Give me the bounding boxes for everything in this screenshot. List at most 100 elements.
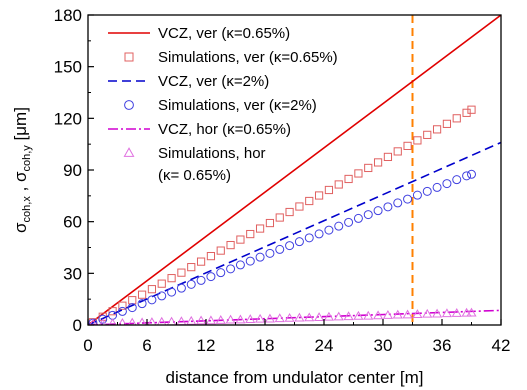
data-point-square	[128, 296, 137, 305]
legend-label: VCZ, ver (κ=2%)	[158, 73, 269, 90]
data-point-circle	[383, 202, 393, 212]
data-point-circle	[255, 252, 265, 262]
data-point-square	[177, 268, 186, 277]
data-point-triangle	[314, 312, 325, 321]
data-point-triangle	[274, 313, 285, 323]
data-point-square	[383, 152, 393, 162]
data-point-square	[118, 301, 127, 310]
data-point-square	[413, 136, 422, 145]
data-point-triangle	[89, 318, 97, 325]
data-point-square	[373, 158, 383, 167]
series-line-2	[88, 141, 501, 325]
y-tick-label: 180	[54, 6, 82, 25]
data-point-circle	[206, 272, 216, 282]
data-point-triangle	[284, 312, 295, 322]
data-point-square	[314, 191, 324, 200]
data-point-square	[206, 252, 216, 261]
data-point-circle	[216, 268, 226, 278]
x-tick-label: 24	[315, 336, 334, 355]
y-axis-title-sep: ,	[11, 182, 30, 196]
data-point-triangle	[205, 315, 216, 325]
data-point-triangle	[99, 318, 107, 325]
data-point-circle	[275, 244, 285, 254]
data-point-triangle	[137, 317, 147, 325]
legend-swatch-marker	[124, 100, 134, 110]
legend-label: VCZ, ver (κ=0.65%)	[158, 25, 290, 42]
x-tick-label: 36	[433, 336, 452, 355]
data-point-triangle	[412, 309, 423, 319]
data-point-circle	[467, 169, 476, 179]
data-point-triangle	[294, 312, 305, 322]
legend: VCZ, ver (κ=0.65%) Simulations, ver (κ=0.…	[108, 25, 338, 184]
data-point-triangle	[108, 318, 117, 325]
data-point-circle	[226, 264, 236, 274]
data-point-square	[403, 141, 412, 150]
data-point-square	[393, 147, 402, 156]
x-axis-title: distance from undulator center [m]	[166, 368, 424, 387]
data-point-circle	[137, 299, 147, 309]
data-point-square	[236, 235, 245, 244]
data-point-square	[285, 207, 294, 217]
data-point-square	[147, 285, 157, 294]
legend-swatch-marker	[123, 147, 135, 157]
data-point-triangle	[304, 312, 315, 322]
data-point-square	[467, 105, 476, 114]
data-point-circle	[403, 194, 413, 204]
data-point-triangle	[333, 311, 344, 321]
legend-label: (κ= 0.65%)	[158, 167, 231, 184]
data-point-circle	[422, 186, 432, 196]
y-axis-title-sigma-2: σ	[11, 171, 30, 182]
data-point-circle	[324, 225, 334, 235]
data-point-circle	[285, 241, 295, 251]
data-point-square	[265, 218, 275, 228]
data-point-square	[442, 119, 452, 128]
data-point-circle	[452, 175, 462, 185]
data-point-square	[137, 290, 147, 299]
data-point-triangle	[441, 308, 452, 318]
data-point-triangle	[186, 315, 197, 325]
data-point-triangle	[451, 307, 462, 317]
data-point-circle	[167, 287, 177, 297]
data-point-square	[354, 169, 363, 178]
data-point-square	[246, 229, 255, 239]
x-tick-label: 30	[374, 336, 393, 355]
data-point-triangle	[392, 309, 403, 319]
data-point-triangle	[422, 308, 433, 318]
data-point-triangle	[128, 317, 137, 325]
data-point-circle	[462, 171, 472, 181]
legend-label: Simulations, ver (κ=0.65%)	[158, 49, 338, 66]
data-point-square	[187, 263, 196, 272]
data-point-circle	[98, 314, 108, 324]
data-point-square	[196, 257, 206, 266]
data-point-square	[364, 163, 373, 173]
data-point-triangle	[323, 311, 334, 321]
data-point-circle	[176, 283, 186, 293]
data-point-square	[295, 202, 304, 211]
data-point-square	[255, 224, 265, 233]
data-point-circle	[314, 229, 324, 239]
x-tick-label: 0	[83, 336, 92, 355]
y-tick-label: 30	[63, 264, 82, 283]
data-point-square	[452, 114, 461, 123]
data-point-circle	[186, 279, 196, 289]
data-point-square	[344, 174, 353, 184]
data-point-circle	[304, 233, 314, 243]
data-point-triangle	[461, 307, 472, 317]
y-axis-title-sigma-1: σ	[11, 222, 30, 233]
data-point-triangle	[264, 313, 275, 323]
data-point-circle	[245, 256, 255, 266]
plot-series-group	[88, 15, 501, 325]
data-point-triangle	[373, 310, 384, 320]
data-point-square	[167, 274, 176, 283]
data-point-square	[462, 108, 471, 117]
data-point-square	[216, 246, 225, 255]
data-point-triangle	[245, 314, 256, 324]
data-point-circle	[147, 295, 157, 305]
data-point-triangle	[196, 315, 207, 325]
data-point-circle	[117, 306, 127, 316]
plot-area	[88, 15, 501, 325]
data-point-circle	[442, 179, 452, 189]
data-point-triangle	[382, 310, 393, 319]
data-point-triangle	[225, 314, 236, 324]
